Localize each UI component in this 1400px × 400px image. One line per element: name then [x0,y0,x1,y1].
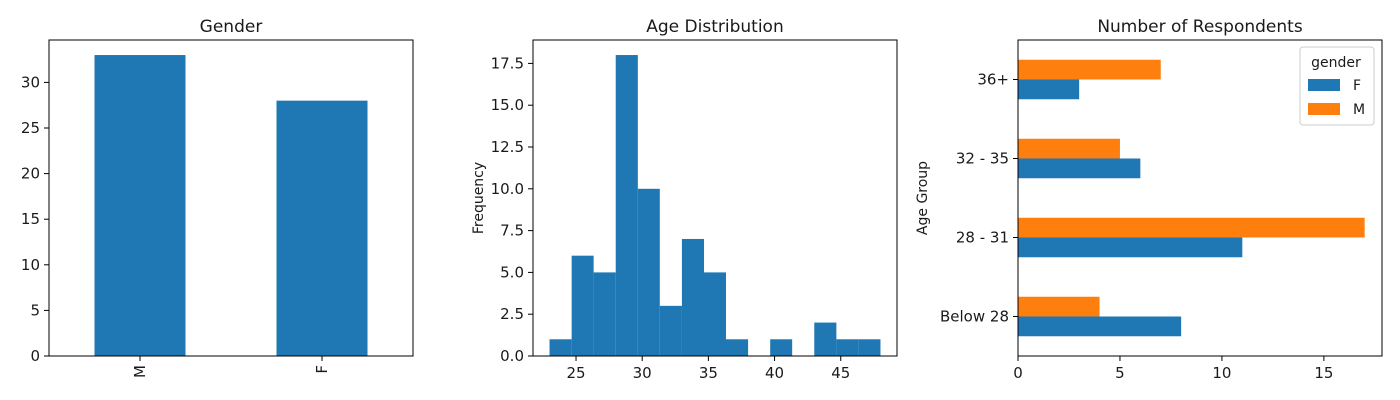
respondents-bar-m [1018,296,1100,317]
age-histogram-bar [593,272,616,356]
age-distribution-plot-frame [532,39,898,357]
gender-chart: Gender M F 0 5 10 15 20 25 30 [21,17,414,378]
gender-bar-m [94,55,186,357]
age-distribution-chart: Age Distribution Frequency 25 30 35 40 45 0.0… [471,17,898,382]
age-ytick-label: 0.0 [500,347,524,365]
respondents-title: Number of Respondents [1097,17,1303,37]
age-ytick-label: 17.5 [491,54,524,72]
respondents-xtick-label: 5 [1115,364,1125,382]
respondents-bar-m [1018,59,1161,80]
gender-ytick-label: 25 [21,119,40,137]
respondents-bar-f [1018,237,1243,258]
legend-title: gender [1311,55,1361,71]
respondents-ytick-label: Below 28 [940,308,1009,326]
age-histogram-bar [571,255,594,356]
age-distribution-ylabel: Frequency [471,162,487,234]
respondents-ytick-label: 28 - 31 [956,229,1009,247]
legend: gender F M [1299,46,1375,126]
respondents-xtick-label: 15 [1314,364,1333,382]
age-histogram-bar [549,339,572,356]
age-xtick-label: 35 [699,364,718,382]
age-ytick-label: 12.5 [491,138,524,156]
age-histogram-bar [615,55,638,357]
gender-ytick-label: 15 [21,210,40,228]
legend-swatch-f [1308,79,1340,91]
gender-bar-f [276,100,368,357]
age-histogram-bar [814,322,837,356]
age-histogram-bar [659,305,682,356]
age-xtick-label: 45 [831,364,850,382]
respondents-ytick-label: 36+ [977,71,1009,89]
respondents-bar-f [1018,316,1182,337]
age-histogram-bar [704,272,726,356]
respondents-xtick-label: 0 [1013,364,1023,382]
age-ytick-label: 7.5 [500,222,524,240]
respondents-chart: Number of Respondents Age Group Below 28… [915,17,1383,382]
gender-xtick-label: M [131,365,149,378]
respondents-bar-m [1018,138,1120,159]
respondents-plot-frame [1017,39,1383,357]
age-ytick-label: 2.5 [500,305,524,323]
age-histogram-bar [725,339,749,356]
age-ytick-label: 10.0 [491,180,524,198]
gender-ytick-label: 30 [21,73,40,91]
respondents-xtick-label: 10 [1212,364,1231,382]
age-histogram-bar [858,339,881,356]
age-xtick-label: 25 [566,364,585,382]
gender-xtick-label: F [313,365,331,374]
age-histogram-bar [836,339,859,356]
gender-chart-title: Gender [200,17,263,37]
age-ytick-label: 5.0 [500,263,524,281]
age-histogram-bar [770,339,793,356]
age-xtick-label: 30 [633,364,652,382]
legend-label-f: F [1353,78,1361,94]
respondents-bar-m [1018,217,1365,238]
respondents-bar-f [1018,79,1080,100]
age-histogram-bar [681,238,705,356]
gender-ytick-label: 10 [21,256,40,274]
legend-swatch-m [1308,103,1340,115]
age-xtick-label: 40 [765,364,784,382]
age-ytick-label: 15.0 [491,96,524,114]
gender-plot-frame [48,39,414,357]
age-histogram-bar [637,188,660,356]
respondents-bar-f [1018,158,1141,179]
respondents-ytick-label: 32 - 35 [956,150,1009,168]
gender-ytick-label: 5 [30,301,40,319]
legend-label-m: M [1353,102,1365,118]
age-distribution-title: Age Distribution [646,17,783,37]
respondents-ylabel: Age Group [915,161,931,235]
gender-ytick-label: 0 [30,347,40,365]
gender-ytick-label: 20 [21,165,40,183]
